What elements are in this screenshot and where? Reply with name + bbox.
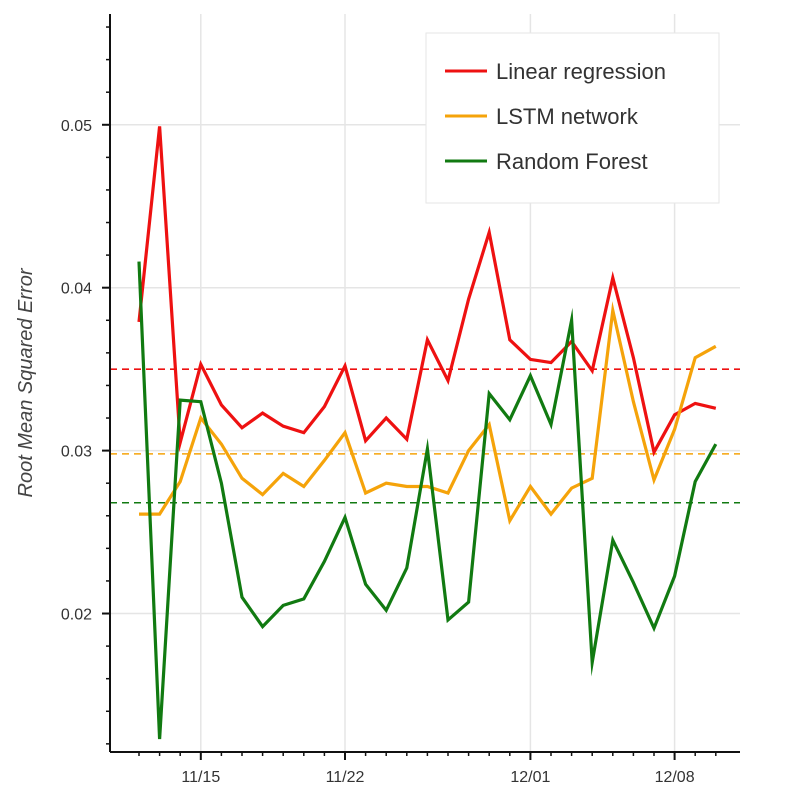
- series-lines: [137, 126, 718, 740]
- series-line-linear-regression: [137, 126, 717, 457]
- legend: Linear regression LSTM network Random Fo…: [425, 32, 720, 204]
- legend-label-random-forest: Random Forest: [496, 149, 648, 174]
- x-tick-label: 11/22: [326, 769, 365, 786]
- legend-box: [425, 32, 720, 204]
- y-tick-label: 0.05: [61, 118, 92, 135]
- axes: 0.02 0.03 0.04 0.05 11/15 11/22 12/01 12/08: [61, 14, 740, 786]
- y-axis-title: Root Mean Squared Error: [15, 267, 37, 497]
- legend-label-lstm-network: LSTM network: [496, 104, 639, 129]
- y-tick-label: 0.04: [61, 281, 92, 298]
- y-tick-label: 0.02: [61, 607, 92, 624]
- y-tick-label: 0.03: [61, 444, 92, 461]
- series-line-random-forest: [137, 261, 718, 740]
- legend-label-linear-regression: Linear regression: [496, 59, 666, 84]
- series-line-lstm-network: [139, 301, 717, 525]
- x-tick-label: 11/15: [181, 769, 220, 786]
- x-tick-label: 12/08: [655, 769, 695, 786]
- x-tick-label: 12/01: [510, 769, 550, 786]
- reference-lines: [110, 368, 740, 504]
